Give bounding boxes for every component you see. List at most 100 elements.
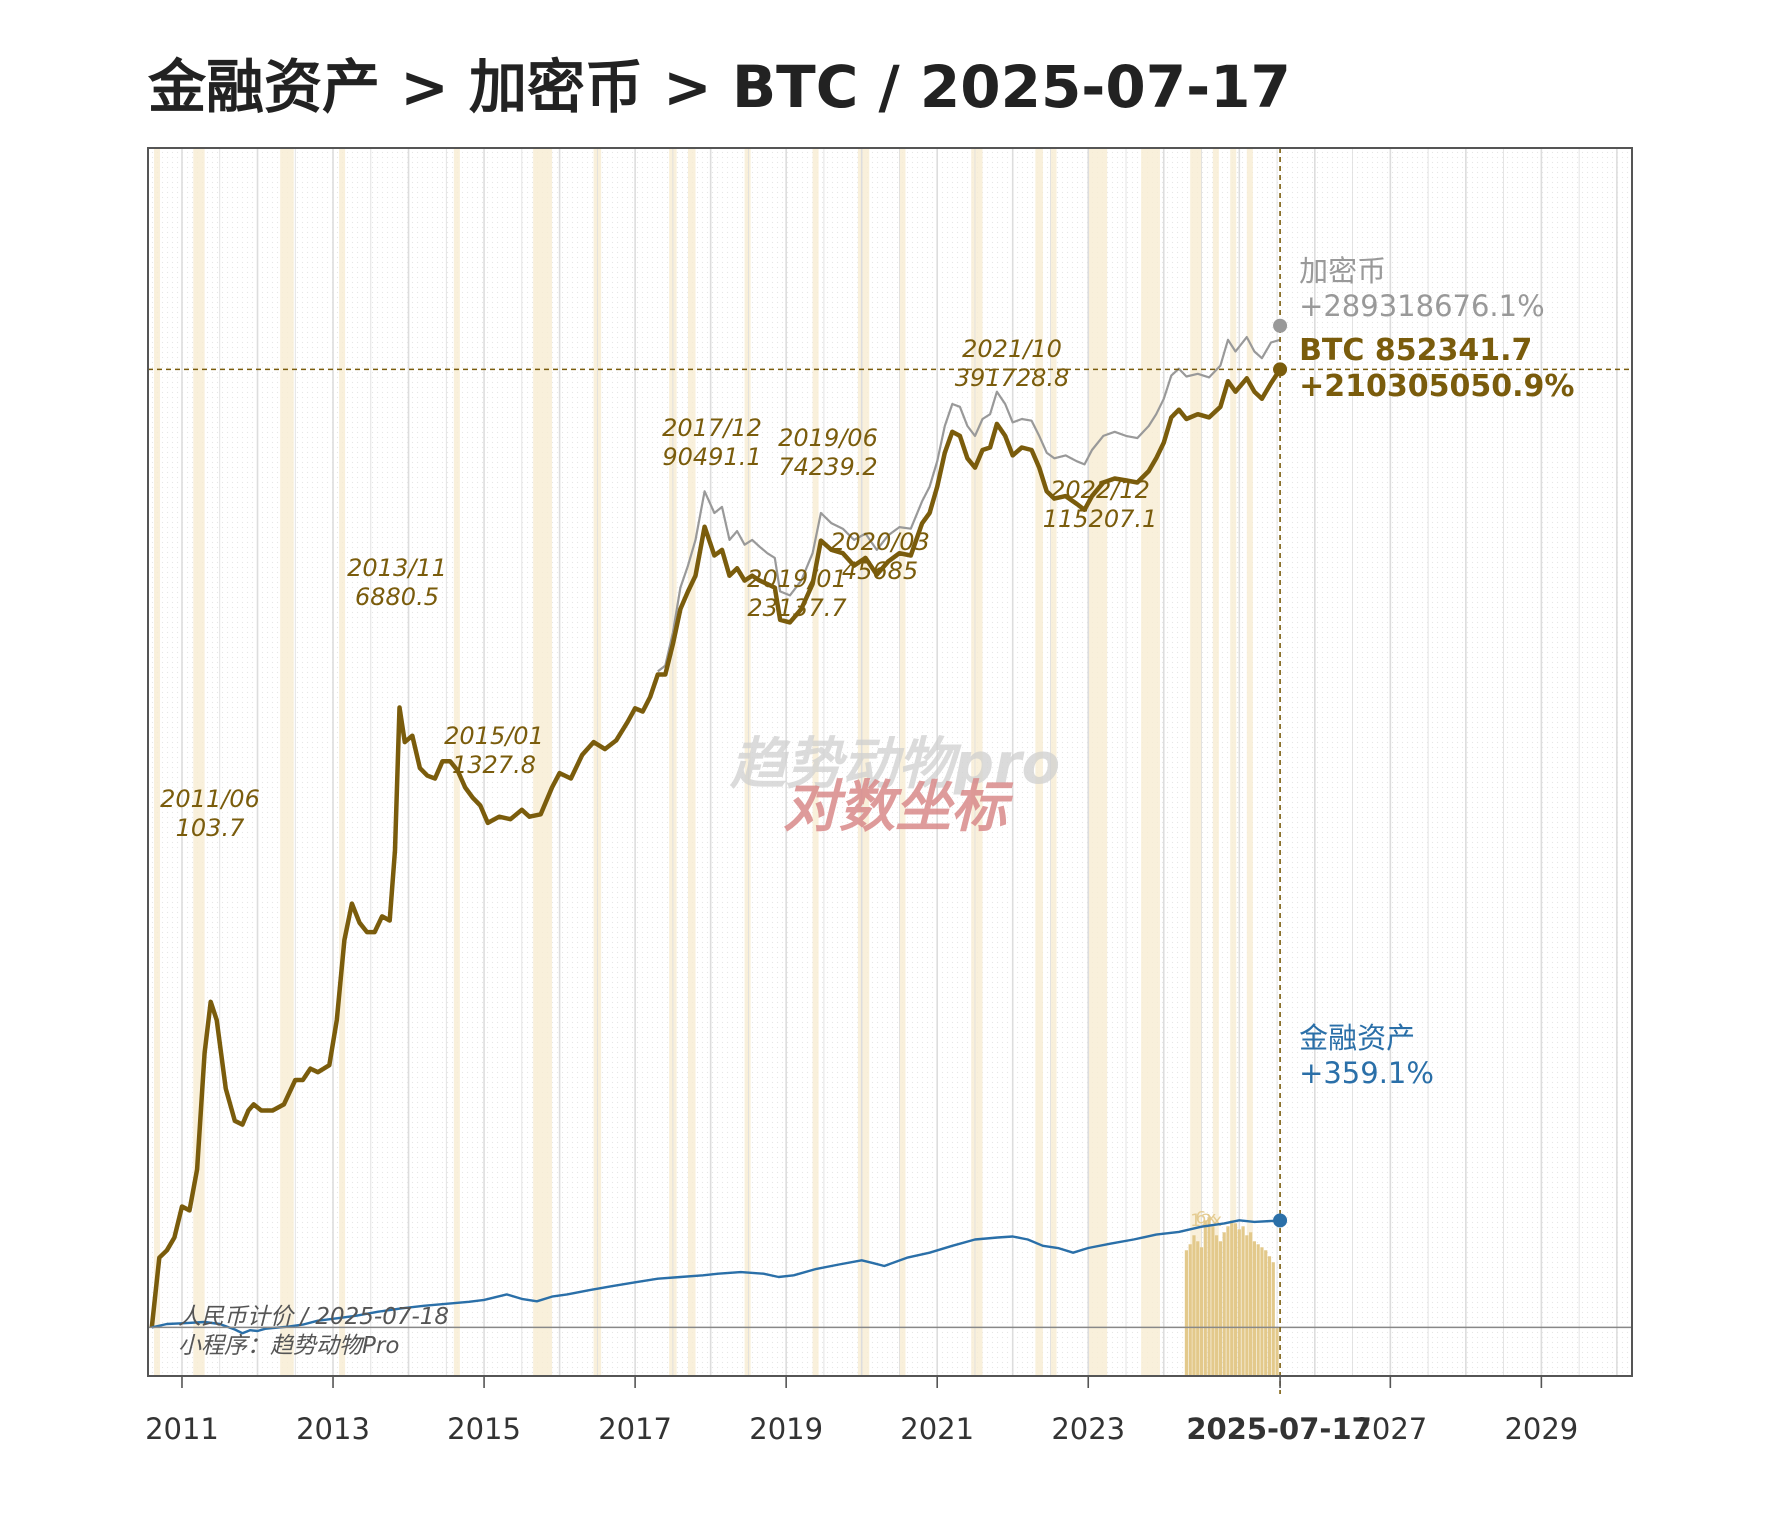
- footnote-miniprogram: 小程序：趋势动物Pro: [178, 1333, 399, 1359]
- volume-bar: [1241, 1226, 1245, 1376]
- trend-band-5: [533, 148, 553, 1376]
- annotation-date-2011-06: 2011/06: [160, 785, 260, 813]
- end-label-btc: BTC 852341.7: [1299, 333, 1532, 368]
- watermark: 趋势动物pro 对数坐标: [729, 732, 1060, 840]
- annotation-value-2020-03: 45685: [842, 557, 918, 585]
- volume-bar: [1184, 1250, 1189, 1376]
- end-change-btc: +210305050.9%: [1299, 369, 1574, 404]
- trend-band-8: [687, 148, 696, 1376]
- x-tick-label-2019: 2019: [749, 1412, 823, 1446]
- series-end-labels: 加密币+289318676.1% BTC 852341.7+210305050.9…: [1273, 254, 1574, 1228]
- volume-bar: [1226, 1226, 1230, 1376]
- x-tick-label-2025-07-17: 2025-07-17: [1186, 1412, 1372, 1446]
- trend-band-18: [1190, 148, 1202, 1376]
- annotation-date-2019-06: 2019/06: [778, 424, 878, 452]
- volume-bar: [1218, 1241, 1223, 1376]
- footnote-currency: 人民币计价 / 2025-07-18: [178, 1304, 449, 1330]
- annotation-value-2013-11: 6880.5: [355, 583, 439, 611]
- x-tick-label-2015: 2015: [447, 1412, 521, 1446]
- volume-bar: [1245, 1235, 1249, 1376]
- trend-band-17: [1141, 148, 1160, 1376]
- annotation-date-2019-01: 2019/01: [747, 565, 847, 593]
- x-tick-label-2029: 2029: [1504, 1412, 1578, 1446]
- trend-band-11: [857, 148, 870, 1376]
- trend-band-15: [1050, 148, 1057, 1376]
- trend-band-21: [1246, 148, 1253, 1376]
- volume-bar: [1271, 1262, 1275, 1376]
- plot-frame: [147, 147, 1633, 1377]
- volume-bar: [1207, 1217, 1211, 1376]
- trend-band-2: [280, 148, 294, 1376]
- annotation-value-2015-01: 1327.8: [452, 751, 536, 779]
- x-tick-label-2013: 2013: [296, 1412, 370, 1446]
- annotation-value-2017-12: 90491.1: [662, 443, 761, 471]
- series-line-crypto: [657, 336, 1281, 673]
- x-tick-label-2023: 2023: [1051, 1412, 1125, 1446]
- trend-band-0: [154, 148, 161, 1376]
- annotation-value-2011-06: 103.7: [176, 814, 245, 842]
- annotation-date-2020-03: 2020/03: [830, 528, 930, 556]
- volume-bar: [1188, 1244, 1192, 1376]
- end-marker-financial: [1273, 1213, 1288, 1228]
- volume-bar: [1264, 1250, 1268, 1376]
- reference-lines: [148, 148, 1632, 1394]
- watermark-brand: 趋势动物pro: [729, 732, 1060, 797]
- annotation-value-2019-01: 23137.7: [747, 594, 847, 622]
- end-marker-btc: [1273, 362, 1288, 377]
- volume-bar: [1249, 1232, 1253, 1376]
- trend-band-16: [1088, 148, 1108, 1376]
- volume-bar: [1233, 1223, 1238, 1376]
- trend-band-12: [899, 148, 906, 1376]
- annotation-date-2017-12: 2017/12: [662, 414, 762, 442]
- annotation-date-2021-10: 2021/10: [962, 335, 1062, 363]
- volume-bar: [1211, 1226, 1215, 1376]
- trend-band-1: [193, 148, 205, 1376]
- annotation-date-2013-11: 2013/11: [347, 554, 447, 582]
- end-change-crypto: +289318676.1%: [1299, 289, 1545, 323]
- end-marker-crypto: [1273, 318, 1288, 333]
- page-title: 金融资产 > 加密币 > BTC / 2025-07-17: [148, 53, 1291, 121]
- volume-bar: [1252, 1241, 1256, 1376]
- x-tick-label-2011: 2011: [145, 1412, 219, 1446]
- trend-band-9: [744, 148, 751, 1376]
- annotation-value-2019-06: 74239.2: [778, 453, 877, 481]
- end-label-crypto: 加密币: [1299, 254, 1386, 288]
- volume-bar: [1267, 1256, 1272, 1376]
- vertical-grid: [181, 148, 1618, 1376]
- annotation-value-2022-12: 115207.1: [1043, 505, 1158, 533]
- trend-band-19: [1212, 148, 1219, 1376]
- volume-bar: [1237, 1229, 1241, 1376]
- series-line-btc: [149, 368, 1282, 1328]
- volume-bar: [1222, 1232, 1226, 1376]
- trend-band-14: [1035, 148, 1043, 1376]
- plot-background: [148, 148, 1632, 1376]
- x-tick-label-2021: 2021: [900, 1412, 974, 1446]
- volume-bar: [1203, 1220, 1207, 1376]
- trend-band-4: [453, 148, 460, 1376]
- trend-band-3: [339, 148, 346, 1376]
- volume-label-6x: 6x: [1195, 1208, 1216, 1228]
- x-tick-label-2017: 2017: [598, 1412, 672, 1446]
- annotation-date-2015-01: 2015/01: [444, 722, 544, 750]
- volume-bar: [1192, 1235, 1196, 1376]
- trend-band-20: [1230, 148, 1237, 1376]
- x-axis: 2011 2013 2015 2017 2019 2021 2023 2025-07-1720…: [145, 1376, 1578, 1446]
- volume-bar: [1196, 1241, 1200, 1376]
- volume-bar: [1199, 1247, 1204, 1376]
- trend-band-10: [812, 148, 819, 1376]
- volume-bar: [1256, 1244, 1260, 1376]
- volume-bar: [1260, 1247, 1264, 1376]
- annotation-date-2022-12: 2022/12: [1050, 476, 1150, 504]
- annotation-value-2021-10: 391728.8: [955, 364, 1070, 392]
- watermark-scale: 对数坐标: [783, 775, 1014, 840]
- volume-bar: [1275, 1328, 1279, 1376]
- x-tick-label-2027: 2027: [1353, 1412, 1427, 1446]
- volume-bar: [1215, 1235, 1219, 1376]
- end-label-financial: 金融资产: [1299, 1021, 1415, 1055]
- volume-bar: [1230, 1220, 1234, 1376]
- trend-band-13: [971, 148, 983, 1376]
- end-change-financial: +359.1%: [1299, 1056, 1434, 1090]
